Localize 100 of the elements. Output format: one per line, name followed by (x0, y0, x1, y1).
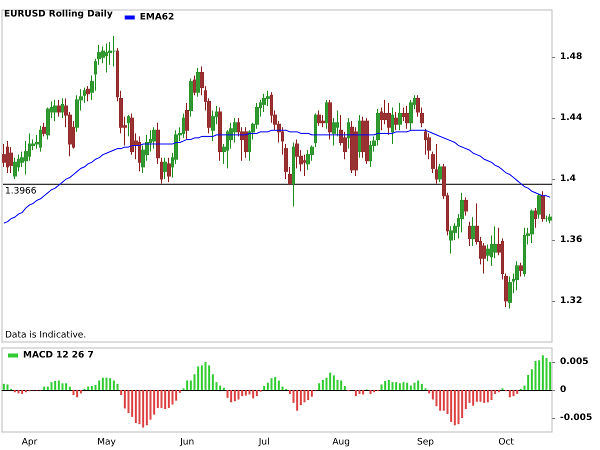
candlestick (358, 114, 361, 158)
bar (546, 358, 548, 390)
bar (278, 380, 280, 390)
candlestick (534, 207, 537, 228)
bar (146, 390, 148, 426)
candlestick (53, 99, 57, 122)
candlestick (369, 140, 372, 168)
bar (296, 390, 298, 411)
candlestick (523, 227, 526, 278)
bar (322, 380, 324, 390)
bar (480, 390, 482, 402)
bar (134, 390, 137, 424)
bar (538, 360, 540, 390)
bar (131, 390, 134, 417)
bar (128, 390, 130, 413)
candlestick (317, 110, 321, 126)
candlestick (196, 67, 200, 98)
candlestick (6, 140, 9, 174)
candlestick (537, 194, 541, 220)
bar (340, 380, 342, 390)
candlestick (427, 132, 431, 160)
x-tick-label: Apr (22, 438, 38, 448)
x-tick-label: Sep (417, 438, 434, 448)
candlestick (193, 74, 196, 96)
ref-line-label: 1.3966 (5, 186, 37, 197)
candlestick (464, 196, 468, 216)
bar (436, 390, 438, 406)
candlestick (182, 113, 185, 138)
candlestick (303, 154, 306, 176)
candlestick (350, 120, 354, 174)
bar (234, 390, 236, 402)
bar (527, 374, 530, 390)
bar (109, 378, 112, 390)
candlestick (471, 216, 475, 247)
bar (307, 390, 310, 400)
candlestick (391, 106, 394, 145)
bar (388, 380, 390, 390)
bar (392, 382, 394, 390)
bar (76, 390, 78, 398)
candlestick (508, 276, 512, 309)
candlestick (189, 78, 193, 118)
bar (65, 383, 68, 390)
y-tick-label: -0.005 (560, 413, 592, 423)
candlestick (438, 163, 442, 183)
candlestick (13, 157, 17, 180)
bar (200, 365, 203, 390)
bar (332, 375, 335, 390)
candlestick (548, 214, 552, 224)
bar (197, 366, 200, 390)
y-tick-label: 1.44 (560, 113, 582, 124)
candlestick (185, 102, 189, 140)
bar (384, 381, 386, 390)
bar (156, 390, 159, 408)
x-tick-label: Jul (258, 438, 270, 448)
bar (263, 386, 266, 390)
bar (354, 390, 357, 396)
bar (164, 390, 166, 410)
bar (212, 374, 214, 390)
bar (244, 390, 247, 396)
candlestick (211, 110, 215, 142)
bar (68, 386, 71, 390)
bar (248, 390, 250, 394)
bar (549, 362, 552, 390)
candlestick (39, 125, 42, 152)
bar (72, 390, 74, 396)
candlestick (262, 93, 266, 113)
bar (512, 390, 514, 396)
bar (417, 380, 420, 390)
candlestick (86, 86, 90, 102)
candlestick (61, 98, 64, 119)
bar (395, 382, 398, 390)
annotation: Data is Indicative. (5, 330, 86, 340)
bar (116, 384, 118, 390)
bar (219, 386, 222, 390)
line-series (3, 130, 551, 224)
bar (442, 390, 445, 411)
y-tick-label: 0.005 (560, 357, 588, 367)
candlestick (365, 118, 369, 164)
bar (458, 390, 460, 424)
bar (204, 362, 206, 390)
bar (464, 390, 467, 410)
bar (168, 390, 170, 408)
bar (87, 386, 90, 390)
candlestick (435, 144, 438, 184)
candlestick (127, 114, 130, 137)
candlestick (325, 99, 328, 130)
bar (208, 365, 210, 390)
bar (344, 386, 346, 390)
candlestick (321, 114, 325, 128)
bar (58, 380, 60, 390)
y-tick-label: 1.32 (560, 296, 582, 306)
bar (329, 372, 332, 390)
bar (80, 390, 82, 394)
bar (241, 390, 244, 396)
candlestick (42, 122, 46, 137)
bar (450, 390, 452, 422)
bar (414, 382, 416, 390)
bar (94, 384, 96, 390)
bar (178, 390, 181, 393)
bar (102, 378, 104, 390)
